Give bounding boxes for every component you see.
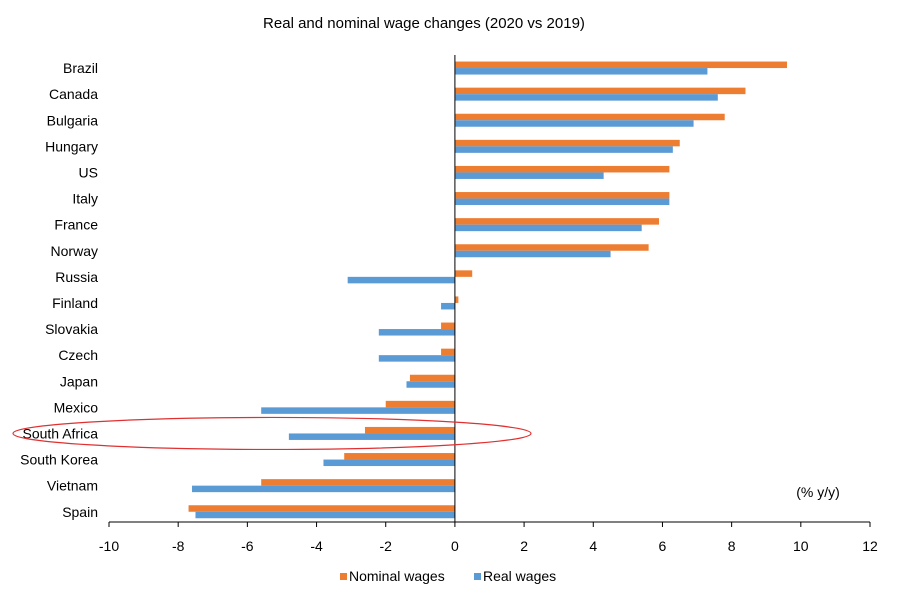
bar-nominal-brazil (454, 61, 787, 69)
category-label: Hungary (45, 138, 98, 154)
legend-swatch-real (474, 573, 481, 580)
bar-nominal-france (454, 218, 659, 225)
legend-swatch-nominal (340, 573, 347, 580)
category-label: Bulgaria (47, 112, 99, 128)
bar-real-bulgaria (454, 120, 694, 127)
south-africa-highlight-ellipse (12, 416, 532, 451)
x-tick-label: -10 (99, 538, 119, 554)
bar-real-slovakia (378, 329, 455, 336)
category-label: Finland (52, 295, 98, 311)
bar-nominal-bulgaria (454, 113, 725, 121)
category-label: Vietnam (47, 478, 98, 494)
bar-real-italy (454, 198, 670, 206)
x-tick-label: 4 (589, 538, 597, 554)
category-label: Italy (72, 191, 98, 207)
bar-nominal-russia (454, 270, 473, 277)
x-tick-label: 10 (793, 538, 809, 554)
bar-nominal-canada (454, 87, 746, 95)
category-label: Russia (55, 269, 98, 285)
x-tick-label: -6 (241, 538, 254, 554)
category-label: US (79, 164, 98, 180)
bar-real-czech (378, 355, 455, 362)
x-tick-label: 2 (520, 538, 528, 554)
category-label: Norway (51, 243, 98, 259)
bar-nominal-south-korea (344, 453, 455, 460)
x-tick-label: -2 (380, 538, 393, 554)
bar-real-us (454, 172, 604, 179)
bar-real-japan (406, 381, 455, 388)
x-tick-label: -8 (172, 538, 185, 554)
legend-label-nominal: Nominal wages (349, 568, 445, 584)
chart-title: Real and nominal wage changes (2020 vs 2… (263, 15, 585, 32)
bar-real-south-korea (323, 459, 455, 467)
bar-nominal-south-africa (364, 426, 455, 434)
legend-label-real: Real wages (483, 568, 556, 584)
bar-nominal-finland (454, 296, 459, 303)
bar-real-spain (195, 511, 455, 519)
category-label: Japan (60, 373, 98, 389)
bar-nominal-norway (454, 244, 649, 251)
bar-real-finland (441, 302, 455, 310)
bar-nominal-us (454, 165, 670, 173)
x-tick-label: 0 (451, 538, 459, 554)
bar-real-brazil (454, 68, 708, 75)
bar-nominal-vietnam (261, 479, 455, 486)
bar-nominal-slovakia (441, 322, 455, 330)
x-tick-label: 8 (728, 538, 736, 554)
category-label: Mexico (54, 399, 99, 415)
bar-nominal-spain (188, 505, 455, 512)
category-label: Czech (58, 347, 98, 363)
category-label: France (54, 217, 98, 233)
category-label: South Korea (20, 452, 98, 468)
category-label: Spain (62, 504, 98, 520)
category-label: Slovakia (45, 321, 98, 337)
bar-nominal-hungary (454, 139, 680, 147)
bar-real-south-africa (288, 433, 455, 440)
x-tick-label: -4 (310, 538, 323, 554)
bar-real-canada (454, 94, 718, 101)
bar-nominal-mexico (385, 400, 455, 408)
bar-nominal-japan (409, 374, 455, 382)
x-tick-label: 12 (862, 538, 878, 554)
category-label: South Africa (23, 425, 99, 441)
category-label: Canada (49, 86, 98, 102)
bar-nominal-czech (441, 348, 455, 356)
bar-real-russia (347, 276, 455, 284)
bar-real-hungary (454, 146, 673, 153)
bar-nominal-italy (454, 192, 670, 199)
bar-real-france (454, 224, 642, 232)
x-tick-label: 6 (659, 538, 667, 554)
unit-label: (% y/y) (796, 484, 840, 500)
category-label: Brazil (63, 60, 98, 76)
bar-real-norway (454, 250, 611, 258)
bar-real-vietnam (192, 485, 455, 493)
bar-real-mexico (261, 407, 455, 414)
